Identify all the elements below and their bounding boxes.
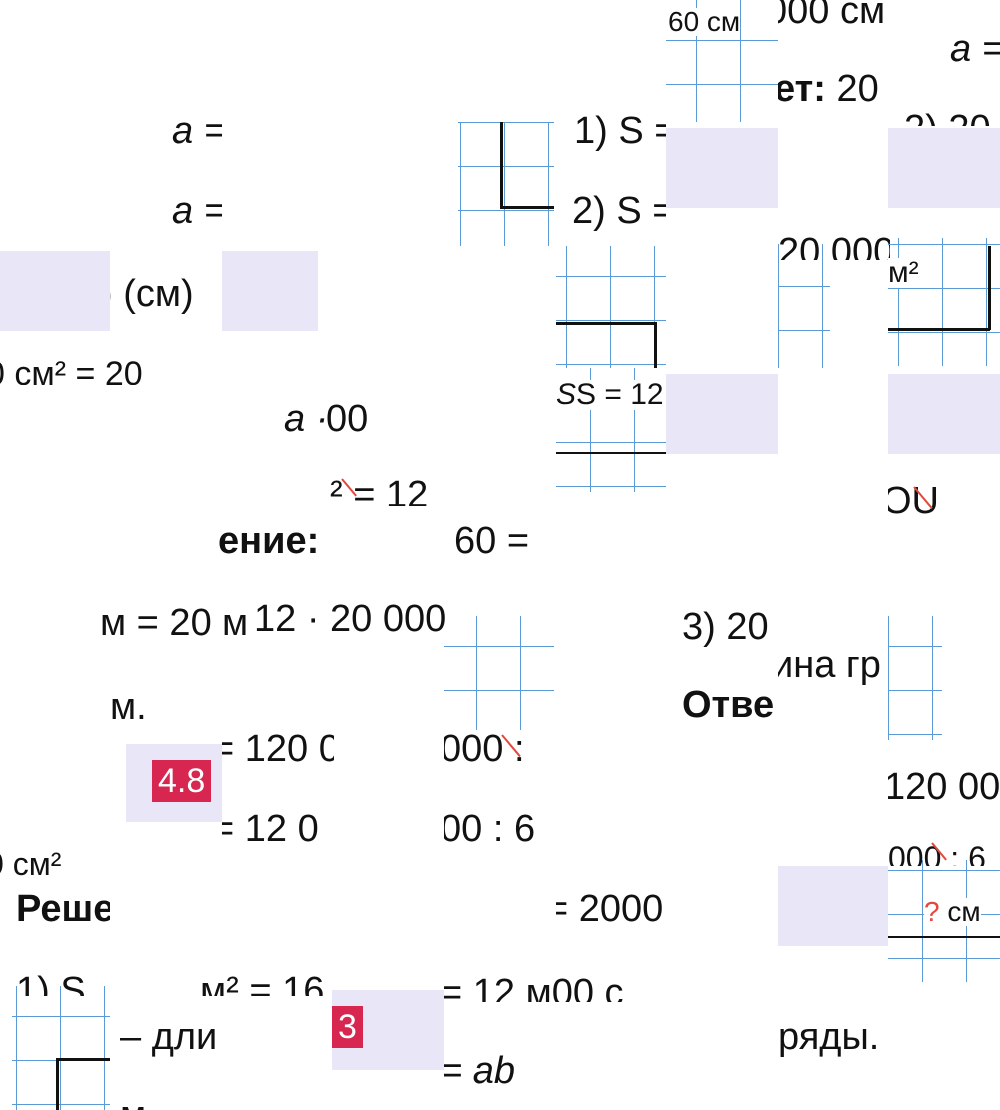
- blank-tile: [222, 251, 318, 331]
- text-frag: 2) 20: [904, 110, 991, 126]
- blank-tile: [888, 374, 1000, 454]
- corner-line-v: [500, 122, 503, 209]
- tile-eq120: = 120 0: [222, 730, 334, 770]
- grid-line: [556, 452, 666, 454]
- exercise-badge: 3: [332, 1006, 363, 1048]
- formula-text: a =: [172, 190, 222, 232]
- tile-120000: 120 00: [888, 760, 1000, 810]
- exercise-badge: 4.8: [152, 760, 212, 802]
- corner-line-v: [654, 322, 657, 368]
- text-frag: 000 :: [444, 730, 525, 770]
- text-frag: м² = 16: [200, 970, 325, 996]
- grid-tile: [556, 246, 666, 368]
- tile-000: 000 :: [444, 730, 556, 770]
- tile-s-formulas: 1) S = 2) S =: [554, 100, 666, 246]
- tile-eq12000: = 12 0: [222, 800, 334, 856]
- answer-label: ет: 20: [778, 68, 879, 110]
- tile-m-eq-20: м = 20 м: [0, 590, 260, 660]
- text-frag: 0 см² = 20: [0, 355, 143, 385]
- tile-otvet20: ет: 20: [778, 60, 890, 120]
- text-frag: 0 см²: [0, 846, 62, 876]
- text-frag: = 120 0: [222, 730, 334, 770]
- tile-00-6: 00 : 6: [444, 800, 556, 856]
- text-frag: ) (см): [110, 273, 194, 315]
- text-frag: м: [120, 1096, 146, 1110]
- formula-2: 2) S =: [572, 190, 666, 232]
- m2-frag: м²: [888, 256, 919, 289]
- tile-cm-paren: ) (см): [110, 251, 222, 331]
- grid-tile: [458, 122, 554, 246]
- text-frag: ² = 12: [330, 476, 429, 506]
- tile-cm2-low: 0 см²: [0, 846, 110, 876]
- unknown-side-label: ? см: [924, 896, 981, 927]
- text-frag: = 12 м00 с: [444, 972, 624, 1002]
- corner-line-h: [888, 328, 990, 331]
- tile-m-dot: м.: [100, 680, 222, 730]
- text-frag: ина гр: [778, 644, 881, 686]
- tile-ryady: ряды.: [778, 1006, 890, 1062]
- tile-a-eq-2: a =: [110, 170, 222, 250]
- tile-three-20: 3) 20: [676, 600, 778, 650]
- answer-heading: Отве: [682, 684, 775, 726]
- text-frag: 60 =: [454, 520, 530, 562]
- corner-line-v: [988, 246, 991, 330]
- tile-dlina: ина гр: [778, 640, 890, 690]
- tile-twelve: 12 · 20 000: [254, 590, 556, 638]
- tile-top-000cm: 000 см: [778, 0, 890, 40]
- tile-dash-dli: – дли: [110, 1006, 222, 1062]
- grid-tile: [12, 986, 110, 1110]
- section-heading: Реше: [16, 888, 110, 930]
- tile-eq12m00: = 12 м00 с: [444, 966, 644, 1002]
- text-frag: 12 · 20 000: [254, 598, 447, 638]
- section-heading: ение:: [218, 520, 320, 562]
- text-frag: = 2000: [556, 888, 664, 930]
- blank-tile: [666, 374, 778, 454]
- tile-top-right-2: 2) 20: [890, 96, 1000, 126]
- text-frag: 00 : 6: [444, 808, 536, 850]
- text-frag: – дли: [120, 1016, 218, 1058]
- text-frag: 120 00: [888, 766, 1000, 808]
- text-frag: = 12 0: [222, 808, 319, 850]
- formula-text: a ·: [284, 398, 329, 440]
- blank-tile: [778, 866, 888, 946]
- tile-eq2000: = 2000: [556, 880, 668, 936]
- formula-text: = ab: [444, 1050, 516, 1092]
- corner-line-v: [56, 1058, 59, 1110]
- blank-tile: [0, 251, 110, 331]
- tile-a-eq-1: a =: [110, 90, 222, 170]
- tile-cm2-frag: 0 см² = 20: [0, 355, 222, 385]
- text-frag: м.: [110, 686, 147, 728]
- blank-tile: [666, 128, 778, 208]
- tile-reshe: Реше: [0, 880, 110, 936]
- corner-line-h: [556, 322, 656, 325]
- tile-eq-ab: = ab: [444, 1046, 556, 1096]
- grid-tile: [888, 616, 942, 740]
- text-frag: м = 20: [100, 602, 212, 644]
- formula-text: a =: [172, 110, 222, 152]
- formula-1: 1) S =: [574, 110, 666, 152]
- tile-sixty-eq: 60 =: [444, 510, 556, 570]
- tile-eq12: ² = 12: [330, 476, 444, 506]
- blank-tile: [888, 128, 1000, 208]
- corner-line-h: [56, 1058, 110, 1061]
- tile-otve: Отве: [676, 680, 778, 730]
- text-frag: 3) 20: [682, 606, 769, 648]
- tile-bottom-m: м: [110, 1096, 170, 1110]
- tile-a-dot: a · 00: [222, 378, 444, 458]
- grid-line: [888, 936, 1000, 938]
- tile-a-top: a =: [890, 20, 1000, 80]
- grid-tile: [778, 244, 830, 368]
- tile-reshenie: ение:: [210, 510, 330, 570]
- text-frag: ряды.: [778, 1016, 880, 1058]
- grid-tile: [444, 616, 554, 740]
- formula-text: a =: [950, 28, 1000, 70]
- text-frag: 000 см: [778, 0, 886, 32]
- corner-line-h: [500, 206, 554, 209]
- tile-ou: ОU: [888, 480, 1000, 520]
- text-frag: м: [222, 602, 249, 644]
- formula-text: 00: [326, 398, 369, 440]
- sixty-cm-label: 60 см: [668, 6, 741, 37]
